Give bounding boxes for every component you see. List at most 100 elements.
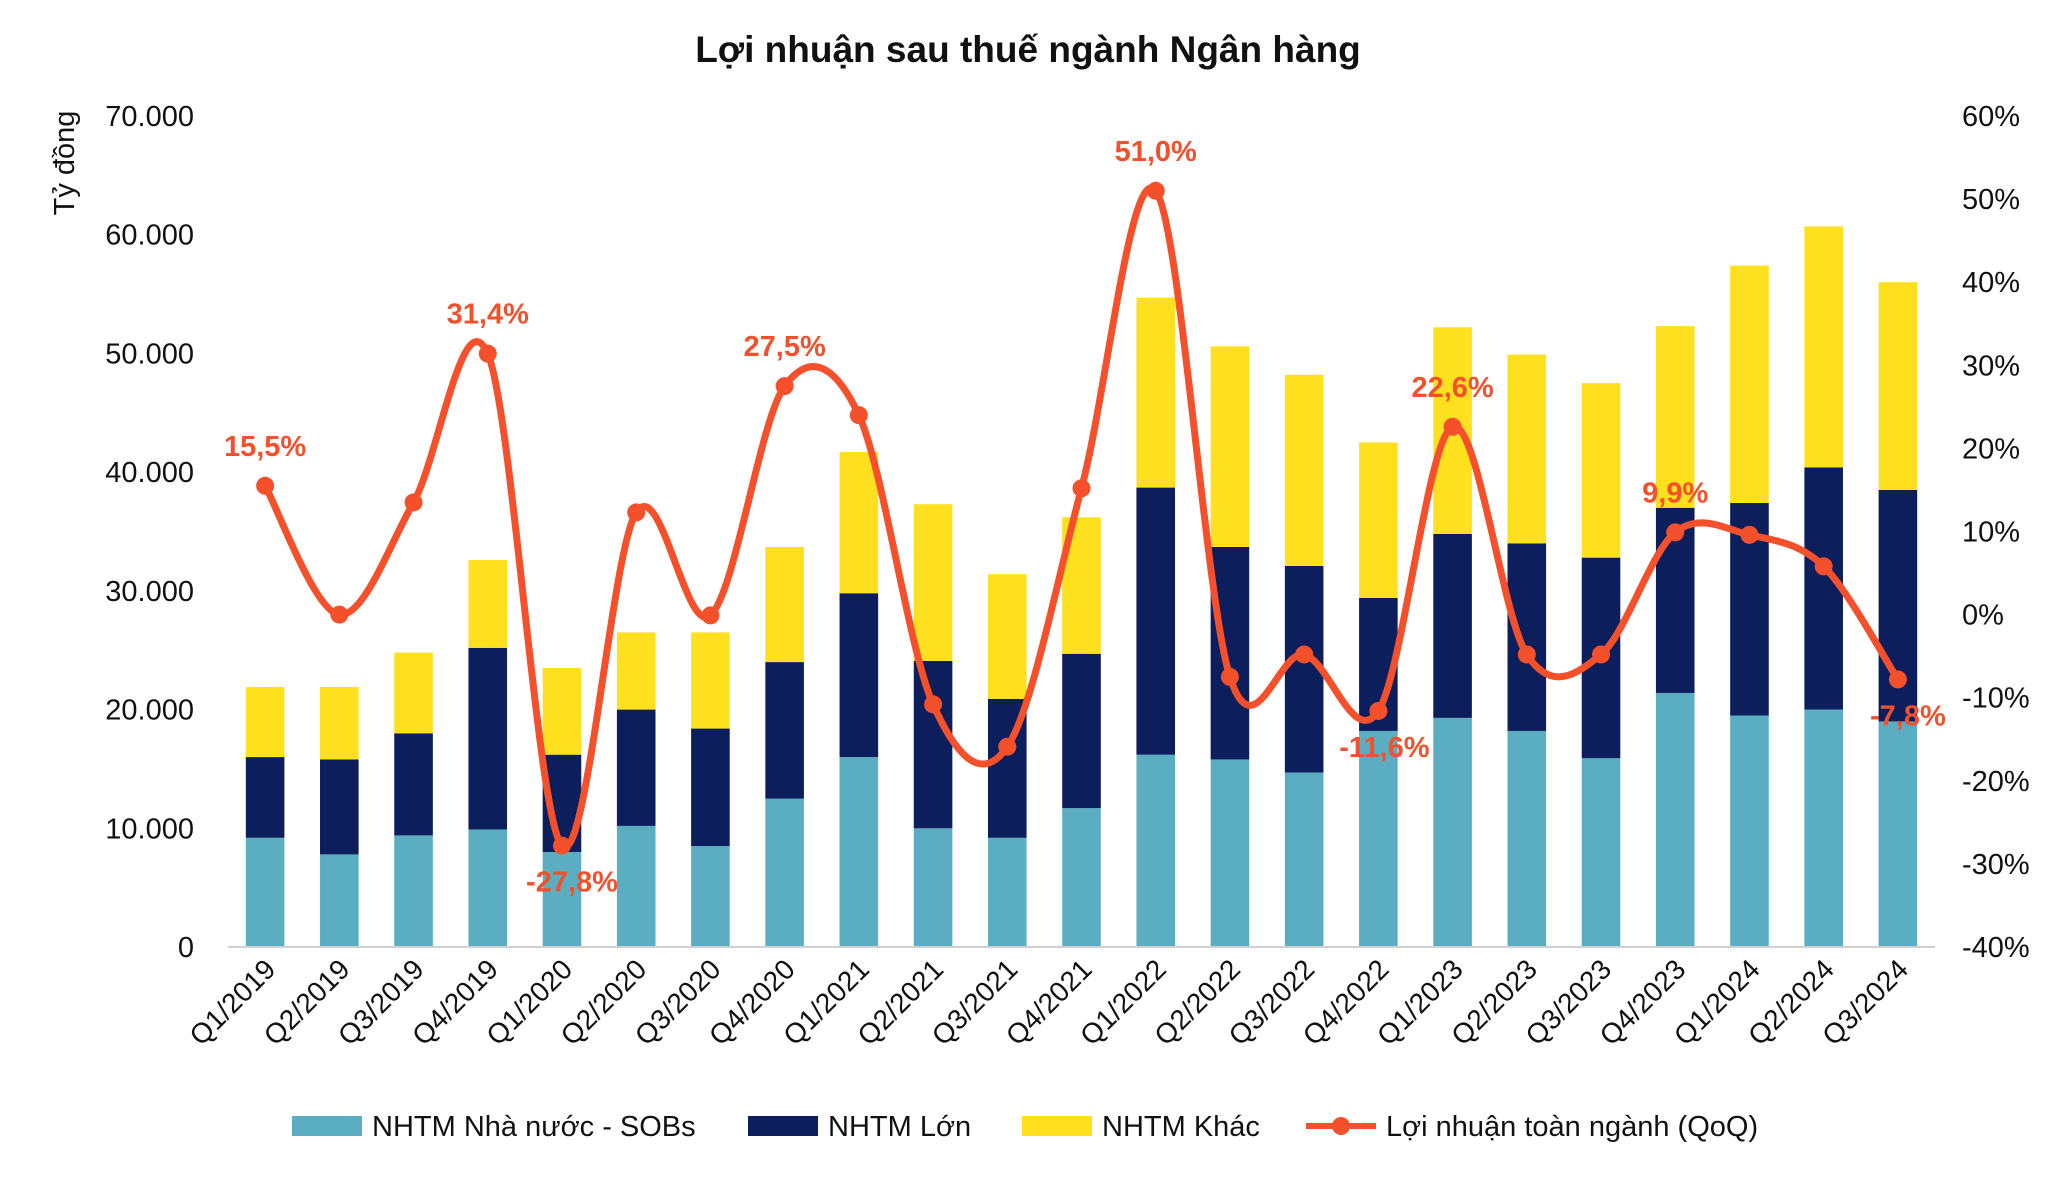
bar-segment-2 — [1062, 653, 1101, 809]
bar-segment-3 — [765, 546, 804, 663]
y-tick-label: 40.000 — [105, 457, 194, 489]
y2-tick-label: 60% — [1962, 101, 2020, 133]
bar-segment-1 — [1062, 808, 1101, 947]
bar-segment-1 — [245, 837, 285, 947]
bar-segment-3 — [1210, 346, 1250, 547]
chart-title: Lợi nhuận sau thuế ngành Ngân hàng — [695, 29, 1361, 70]
bar-segment-2 — [1210, 546, 1250, 760]
bar-segment-3 — [913, 504, 953, 661]
qoq-data-label: 22,6% — [1411, 372, 1493, 404]
legend-label: NHTM Khác — [1102, 1111, 1260, 1143]
bar-segment-3 — [468, 559, 508, 648]
bar-segment-3 — [839, 451, 879, 594]
y-tick-label: 20.000 — [105, 695, 194, 727]
legend-swatch-marker — [1332, 1117, 1350, 1135]
qoq-point — [1146, 181, 1165, 200]
bar-segment-3 — [1581, 383, 1621, 558]
qoq-point — [330, 605, 349, 624]
bar-segment-1 — [1210, 759, 1250, 947]
bar-segment-1 — [1359, 730, 1398, 947]
bar-segment-2 — [616, 709, 656, 826]
bar-segment-3 — [1136, 297, 1176, 488]
bar-segment-3 — [987, 574, 1027, 699]
qoq-point — [1666, 523, 1685, 542]
legend-label: Lợi nhuận toàn ngành (QoQ) — [1386, 1111, 1758, 1143]
bar-segment-1 — [616, 825, 656, 947]
y2-tick-label: -10% — [1962, 683, 2030, 715]
bar-segment-3 — [1284, 374, 1324, 566]
qoq-point — [256, 476, 275, 495]
y-tick-label: 0 — [178, 932, 194, 964]
legend-swatch — [292, 1116, 362, 1136]
bar-segment-2 — [394, 733, 433, 836]
qoq-point — [1369, 701, 1388, 720]
y-tick-label: 10.000 — [105, 813, 194, 845]
bar-segment-1 — [1136, 754, 1176, 947]
legend-swatch — [748, 1116, 818, 1136]
bar-segment-1 — [1878, 721, 1918, 947]
bar-segment-1 — [1730, 715, 1769, 947]
qoq-point — [1220, 667, 1239, 686]
qoq-point — [849, 406, 868, 425]
bar-segment-2 — [839, 593, 879, 758]
qoq-point — [924, 695, 943, 714]
bar-segment-1 — [691, 846, 730, 947]
y2-tick-label: -20% — [1962, 766, 2030, 798]
bar-segment-3 — [1730, 265, 1769, 504]
bar-segment-1 — [839, 757, 879, 947]
qoq-point — [998, 737, 1017, 756]
y2-tick-label: -30% — [1962, 849, 2030, 881]
qoq-series-line — [262, 184, 1901, 851]
y2-tick-label: 40% — [1962, 267, 2020, 299]
bar-segment-2 — [765, 662, 804, 799]
bar-segment-3 — [1507, 354, 1547, 544]
qoq-point — [701, 606, 720, 625]
bar-segment-1 — [987, 837, 1027, 947]
legend-label: NHTM Nhà nước - SOBs — [372, 1111, 696, 1143]
qoq-data-label: 31,4% — [447, 299, 529, 331]
y2-tick-label: 30% — [1962, 350, 2020, 382]
qoq-data-label: 15,5% — [224, 431, 306, 463]
y2-tick-label: 0% — [1962, 600, 2004, 632]
y2-tick-label: 10% — [1962, 517, 2020, 549]
bar-segment-3 — [245, 687, 285, 758]
y2-tick-label: 50% — [1962, 184, 2020, 216]
qoq-data-label: -7,8% — [1870, 700, 1946, 732]
qoq-point — [1814, 557, 1833, 576]
bar-segment-3 — [1878, 282, 1918, 490]
qoq-point — [1443, 417, 1462, 436]
bar-segment-2 — [320, 759, 359, 855]
bar-segment-1 — [1655, 692, 1695, 947]
bar-segment-3 — [1804, 226, 1843, 468]
y-tick-label: 70.000 — [105, 101, 194, 133]
y-tick-label: 30.000 — [105, 576, 194, 608]
bar-segment-1 — [320, 854, 359, 947]
qoq-data-label: 27,5% — [744, 331, 826, 363]
bar-segment-2 — [913, 660, 953, 829]
bar-segment-2 — [1136, 487, 1176, 755]
bar-segment-1 — [765, 798, 804, 947]
legend-label: NHTM Lớn — [828, 1111, 971, 1143]
bar-segment-1 — [542, 852, 582, 947]
bar-segment-3 — [1359, 442, 1398, 598]
y-axis-label: Tỷ đồng — [49, 111, 81, 216]
bar-segment-2 — [468, 647, 508, 830]
bar-segment-1 — [1581, 758, 1621, 947]
bar-segment-2 — [1507, 543, 1547, 731]
qoq-data-label: -27,8% — [526, 867, 618, 899]
y-tick-label: 60.000 — [105, 220, 194, 252]
bar-segment-3 — [320, 687, 359, 760]
legend-swatch — [1022, 1116, 1092, 1136]
qoq-point — [1888, 670, 1907, 689]
bar-segment-1 — [468, 829, 508, 947]
y2-tick-label: -40% — [1962, 932, 2030, 964]
qoq-point — [1295, 645, 1314, 664]
qoq-data-label: 9,9% — [1642, 477, 1708, 509]
bar-segment-1 — [1804, 709, 1843, 947]
qoq-point — [627, 503, 646, 522]
qoq-point — [1592, 645, 1611, 664]
qoq-point — [478, 344, 497, 363]
bar-segment-1 — [913, 828, 953, 947]
y-tick-label: 50.000 — [105, 338, 194, 370]
